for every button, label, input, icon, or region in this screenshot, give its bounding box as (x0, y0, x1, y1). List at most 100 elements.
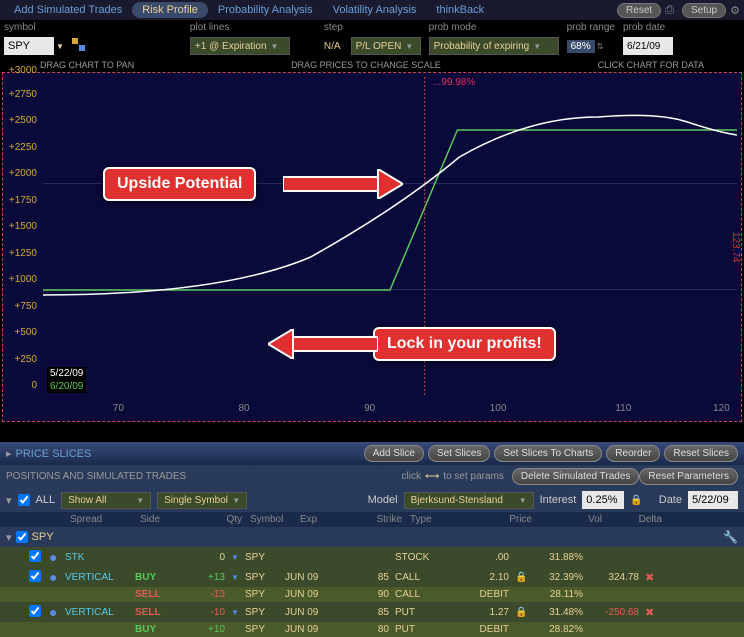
upside-arrow-icon (283, 169, 403, 199)
plot-lines-dd[interactable]: +1 @ Expiration▼ (190, 37, 290, 55)
symbol-label: symbol (4, 22, 86, 36)
step-label: step (324, 22, 421, 36)
vol-cell: 28.11% (526, 589, 586, 600)
range-arrows-icon[interactable]: ⇅ (597, 42, 604, 51)
tab-prob-analysis[interactable]: Probability Analysis (208, 2, 323, 18)
controls-row: symbol ▼ plot lines +1 @ Expiration▼ ste… (0, 20, 744, 58)
green-curve (43, 130, 737, 290)
set-slices-charts-button[interactable]: Set Slices To Charts (494, 445, 602, 462)
interest-input[interactable] (582, 491, 624, 509)
leg-row[interactable]: ●VERTICALBUY+13▼SPYJUN 0985CALL2.10🔒32.3… (0, 567, 744, 587)
spread-cell: VERTICAL (62, 572, 132, 583)
y-axis: 0 +250 +500 +750 +1000 +1250 +1500 +1750… (1, 73, 39, 391)
interest-lock-icon[interactable]: 🔒 (630, 495, 642, 506)
price-cell: 2.10 (452, 572, 512, 583)
delete-icon[interactable]: ✖ (645, 572, 654, 584)
add-slice-button[interactable]: Add Slice (364, 445, 424, 462)
qty-dd-icon[interactable]: ▼ (231, 608, 239, 617)
color-picker-icon[interactable] (72, 38, 86, 55)
type-cell: STOCK (392, 552, 452, 563)
date-legend: 5/22/09 6/20/09 (47, 367, 86, 393)
positions-title: POSITIONS AND SIMULATED TRADES (6, 471, 186, 482)
reorder-button[interactable]: Reorder (606, 445, 660, 462)
delta-cell: 324.78 (586, 572, 642, 583)
ticker-checkbox[interactable] (16, 531, 28, 543)
side-cell: SELL (132, 589, 182, 600)
price-cell: 1.27 (452, 607, 512, 618)
strike-cell: 80 (342, 624, 392, 635)
leg-row[interactable]: ●STK0▼SPYSTOCK.0031.88% (0, 547, 744, 567)
click-data-label: CLICK CHART FOR DATA (598, 60, 704, 70)
qty-dd-icon[interactable]: ▼ (231, 553, 239, 562)
chart-area[interactable]: 0 +250 +500 +750 +1000 +1250 +1500 +1750… (2, 72, 742, 422)
collapse-icon[interactable]: ▾ (6, 494, 12, 507)
model-dd[interactable]: Bjerksund-Stensland▼ (404, 492, 534, 509)
ticker-row[interactable]: ▾ SPY 🔧 (0, 527, 744, 547)
side-cell: BUY (132, 572, 182, 583)
qty-cell: +13 (182, 572, 228, 583)
qty-cell: +10 (182, 624, 228, 635)
leg-checkbox[interactable] (29, 605, 41, 617)
reset-params-button[interactable]: Reset Parameters (639, 468, 738, 485)
tab-risk-profile[interactable]: Risk Profile (132, 2, 208, 18)
prob-mode-dd[interactable]: Probability of expiring▼ (429, 37, 559, 55)
tab-bar: Add Simulated Trades Risk Profile Probab… (0, 0, 744, 20)
leg-row[interactable]: BUY+10SPYJUN 0980PUTDEBIT28.82% (0, 622, 744, 637)
sym-cell: SPY (242, 607, 282, 618)
symbol-input[interactable] (4, 37, 54, 55)
strike-cell: 90 (342, 589, 392, 600)
price-cell: DEBIT (452, 589, 512, 600)
tab-vol-analysis[interactable]: Volatility Analysis (323, 2, 427, 18)
positions-header: POSITIONS AND SIMULATED TRADES click ⟷ t… (0, 465, 744, 488)
prob-date-input[interactable] (623, 37, 673, 55)
prob-mode-label: prob mode (429, 22, 559, 36)
tab-add-sim[interactable]: Add Simulated Trades (4, 2, 132, 18)
sym-cell: SPY (242, 589, 282, 600)
exp-cell: JUN 09 (282, 624, 342, 635)
tab-thinkback[interactable]: thinkBack (426, 2, 494, 18)
leg-row[interactable]: ●VERTICALSELL-10▼SPYJUN 0985PUT1.27🔒31.4… (0, 602, 744, 622)
setup-button[interactable]: Setup (682, 3, 726, 18)
set-slices-button[interactable]: Set Slices (428, 445, 490, 462)
column-header: Spread Side Qty Symbol Exp Strike Type P… (0, 512, 744, 527)
positions-controls: ▾ ALL Show All▼ Single Symbol▼ Model Bje… (0, 488, 744, 512)
symbol-dd-icon[interactable]: ▼ (56, 42, 64, 51)
delete-sim-button[interactable]: Delete Simulated Trades (512, 468, 640, 485)
date-input[interactable] (688, 491, 738, 509)
gear-icon[interactable]: ⚙ (730, 4, 740, 17)
qty-cell: -13 (182, 589, 228, 600)
plot-lines-label: plot lines (190, 22, 290, 36)
delta-cell: -250.68 (586, 607, 642, 618)
chart-header: DRAG CHART TO PAN DRAG PRICES TO CHANGE … (0, 58, 744, 72)
reset-button[interactable]: Reset (617, 3, 661, 18)
type-cell: PUT (392, 607, 452, 618)
show-all-dd[interactable]: Show All▼ (61, 492, 151, 509)
x-axis: 70 80 90 100 110 120 (43, 403, 741, 421)
leg-checkbox[interactable] (29, 570, 41, 582)
vol-cell: 28.82% (526, 624, 586, 635)
reset-slices-button[interactable]: Reset Slices (664, 445, 738, 462)
plot-area[interactable]: ...99.98% Upside Potential Lock in your … (43, 77, 737, 397)
step-dd[interactable]: P/L OPEN▼ (351, 37, 421, 55)
expand-icon[interactable]: ▸ (6, 447, 12, 460)
prob-range-label: prob range (567, 22, 615, 36)
sym-cell: SPY (242, 552, 282, 563)
wrench-icon[interactable]: 🔧 (723, 530, 738, 544)
print-icon[interactable]: ⎙ (665, 4, 674, 17)
leg-checkbox[interactable] (29, 550, 41, 562)
qty-dd-icon[interactable]: ▼ (231, 573, 239, 582)
single-symbol-dd[interactable]: Single Symbol▼ (157, 492, 247, 509)
drag-pan-label: DRAG CHART TO PAN (40, 60, 134, 70)
side-value: 123.74 (731, 93, 741, 401)
price-slices-header: ▸ PRICE SLICES Add Slice Set Slices Set … (0, 442, 744, 465)
ticker-expand-icon[interactable]: ▾ (6, 531, 12, 544)
leg-row[interactable]: SELL-13SPYJUN 0990CALLDEBIT28.11% (0, 587, 744, 602)
vol-cell: 31.88% (526, 552, 586, 563)
dot-icon: ● (49, 604, 57, 620)
prob-range-value[interactable]: 68% (567, 40, 595, 53)
lock-callout: Lock in your profits! (373, 327, 556, 361)
lock-arrow-icon (268, 329, 378, 359)
side-cell: SELL (132, 607, 182, 618)
all-checkbox[interactable] (18, 494, 30, 506)
delete-icon[interactable]: ✖ (645, 607, 654, 619)
